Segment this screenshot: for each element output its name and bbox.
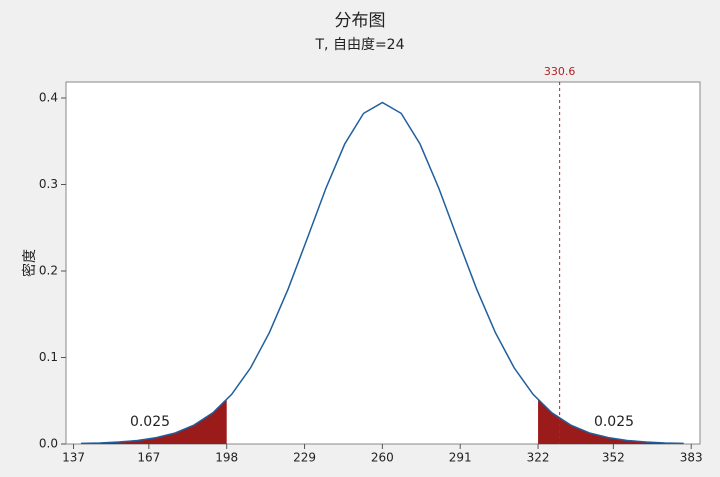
tail-label: 0.025 <box>130 414 170 430</box>
y-tick-label: 0.2 <box>39 264 58 278</box>
chart-subtitle: T, 自由度=24 <box>315 37 405 53</box>
x-tick-label: 167 <box>137 451 160 465</box>
density-curve <box>81 101 684 445</box>
right-tail <box>538 399 684 444</box>
x-tick-label: 137 <box>62 451 85 465</box>
x-tick-label: 322 <box>527 451 550 465</box>
left-tail <box>81 399 227 444</box>
x-tick-label: 260 <box>371 451 394 465</box>
y-tick-label: 0.4 <box>39 91 58 105</box>
chart-title: 分布图 <box>335 11 386 31</box>
y-tick-label: 0.1 <box>39 350 58 364</box>
y-tick-label: 0.0 <box>39 437 58 451</box>
x-tick-label: 383 <box>680 451 703 465</box>
y-axis-label: 密度 <box>21 249 38 277</box>
tail-label: 0.025 <box>594 414 634 430</box>
x-tick-label: 198 <box>215 451 238 465</box>
x-tick-label: 229 <box>293 451 316 465</box>
x-tick-label: 352 <box>602 451 625 465</box>
plot-area <box>65 81 701 445</box>
x-tick-label: 291 <box>449 451 472 465</box>
y-tick-label: 0.3 <box>39 177 58 191</box>
reference-label: 330.6 <box>544 65 576 78</box>
